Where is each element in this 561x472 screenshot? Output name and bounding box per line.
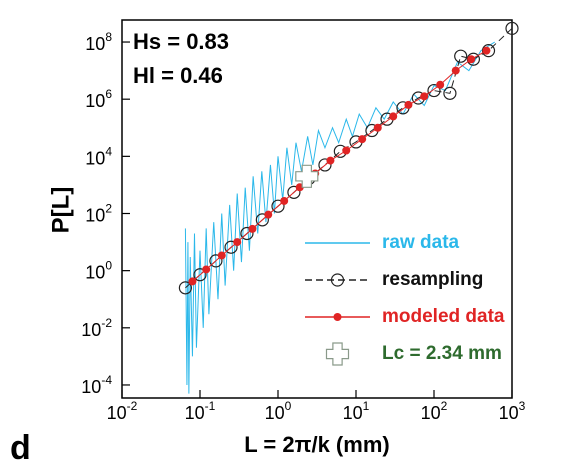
circle-marker bbox=[454, 49, 468, 63]
circle-marker bbox=[505, 21, 519, 35]
dot-marker bbox=[233, 238, 242, 247]
circle-marker bbox=[193, 268, 207, 282]
dot-marker bbox=[404, 100, 413, 109]
circle-marker bbox=[224, 240, 238, 254]
circle-marker bbox=[427, 83, 441, 98]
y-axis-label: P[L] bbox=[47, 187, 74, 234]
y-tick-label: 106 bbox=[85, 87, 112, 111]
x-axis-label: L = 2π/k (mm) bbox=[244, 432, 389, 457]
dot-marker bbox=[482, 46, 491, 55]
y-tick-label: 104 bbox=[85, 145, 112, 169]
circle-marker bbox=[443, 86, 457, 100]
x-tick-label: 102 bbox=[421, 399, 448, 423]
legend-marker bbox=[330, 273, 345, 287]
dot-marker bbox=[436, 80, 445, 89]
legend-marker bbox=[325, 342, 350, 366]
circle-marker bbox=[271, 199, 285, 213]
y-tick-label: 102 bbox=[85, 202, 112, 226]
legend-label: Lc = 2.34 mm bbox=[382, 343, 502, 364]
circle-marker bbox=[178, 281, 193, 295]
cross-marker bbox=[295, 164, 319, 188]
series-line bbox=[184, 41, 495, 394]
dot-marker bbox=[342, 146, 351, 155]
dot-marker bbox=[280, 196, 289, 205]
plot-frame bbox=[121, 19, 513, 399]
y-tick-label: 10-4 bbox=[81, 373, 112, 397]
annotation: Hl = 0.46 bbox=[133, 63, 223, 88]
legend-label: raw data bbox=[382, 232, 460, 253]
circle-marker bbox=[209, 254, 223, 268]
legend-marker bbox=[333, 313, 342, 321]
panel-label: d bbox=[10, 429, 31, 467]
dot-marker bbox=[217, 251, 226, 260]
dot-marker bbox=[248, 224, 257, 233]
annotation: Hs = 0.83 bbox=[133, 29, 229, 54]
dot-marker bbox=[202, 265, 211, 274]
x-tick-label: 10-2 bbox=[107, 399, 138, 423]
circle-marker bbox=[287, 185, 301, 199]
dot-marker bbox=[264, 210, 273, 219]
legend-label: modeled data bbox=[382, 306, 505, 327]
x-tick-label: 100 bbox=[265, 399, 292, 423]
y-tick-label: 100 bbox=[85, 259, 112, 283]
circle-marker bbox=[255, 213, 269, 227]
x-tick-label: 101 bbox=[343, 399, 370, 423]
y-tick-label: 10-2 bbox=[81, 316, 112, 340]
legend-label: resampling bbox=[382, 269, 483, 290]
circle-marker bbox=[240, 226, 254, 241]
dot-marker bbox=[188, 277, 197, 286]
y-tick-label: 108 bbox=[85, 30, 112, 54]
dot-marker bbox=[420, 92, 429, 101]
x-tick-label: 10-1 bbox=[185, 399, 216, 423]
dot-marker bbox=[326, 156, 335, 165]
dot-marker bbox=[373, 123, 382, 132]
dot-marker bbox=[451, 66, 460, 75]
circle-marker bbox=[318, 158, 332, 172]
dot-marker bbox=[358, 135, 367, 144]
x-tick-label: 103 bbox=[499, 399, 526, 423]
dot-marker bbox=[467, 55, 476, 64]
dot-marker bbox=[389, 112, 398, 121]
